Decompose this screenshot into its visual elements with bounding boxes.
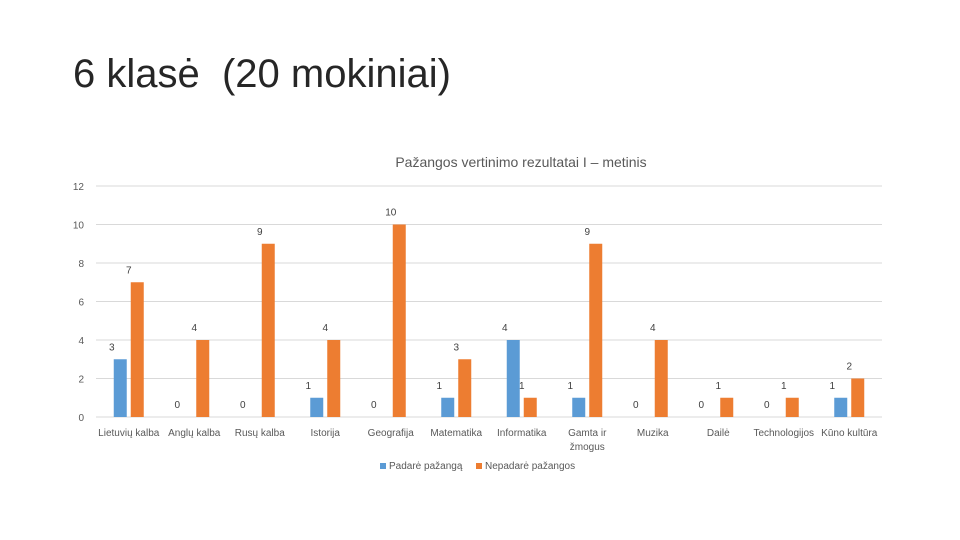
x-tick-label: Istorija [311,428,341,439]
data-label: 0 [240,400,246,411]
data-label: 2 [846,362,852,373]
x-tick-label: Geografija [368,428,415,439]
bar-padare [441,397,455,417]
bar-padare [310,397,324,417]
y-tick-label: 0 [78,413,84,424]
data-label: 10 [385,208,397,219]
data-label: 1 [305,381,311,392]
data-label: 9 [584,227,590,238]
bar-padare [572,397,586,417]
data-label: 0 [698,400,704,411]
y-tick-label: 10 [73,221,85,232]
bar-padare [834,397,848,417]
x-tick-label: Muzika [637,428,669,439]
legend-padare-label: Padarė pažangą [389,461,463,472]
x-tick-label: Dailė [707,428,730,439]
x-tick-label: Technologijos [753,428,814,439]
x-tick-label: Lietuvių kalba [98,428,160,439]
y-tick-label: 4 [78,336,84,347]
data-label: 3 [453,342,459,353]
bar-padare [506,340,520,417]
data-label: 1 [519,381,525,392]
data-label: 4 [650,323,656,334]
data-label: 1 [829,381,835,392]
data-label: 1 [781,381,787,392]
data-label: 1 [436,381,442,392]
data-label: 0 [633,400,639,411]
bar-nepadare [327,340,341,417]
x-tick-label: Informatika [497,428,547,439]
bar-nepadare [458,359,472,417]
legend-padare-swatch [380,463,386,469]
y-tick-label: 12 [73,182,85,193]
y-tick-label: 2 [78,375,84,386]
bar-nepadare [196,340,210,417]
data-label: 3 [109,342,115,353]
data-label: 0 [764,400,770,411]
bar-nepadare [785,397,799,417]
data-label: 0 [371,400,377,411]
chart-title: Pažangos vertinimo rezultatai I – metini… [395,154,646,170]
x-tick-label: Matematika [430,428,482,439]
bar-nepadare [392,224,406,417]
legend-nepadare-label: Nepadarė pažangos [485,461,575,472]
y-tick-label: 6 [78,298,84,309]
x-tick-label: Kūno kultūra [821,428,878,439]
legend-nepadare-swatch [476,463,482,469]
data-label: 1 [715,381,721,392]
data-label: 7 [126,265,132,276]
bar-nepadare [720,397,734,417]
x-tick-label: Rusų kalba [235,428,285,439]
bar-padare [113,359,127,417]
x-tick-label: Gamta ir [568,428,607,439]
y-tick-label: 8 [78,259,84,270]
data-label: 0 [174,400,180,411]
data-label: 4 [322,323,328,334]
data-label: 4 [191,323,197,334]
bar-nepadare [261,243,275,417]
bar-nepadare [654,340,668,417]
x-tick-label: žmogus [570,442,605,453]
bar-nepadare [589,243,603,417]
bar-nepadare [523,397,537,417]
data-label: 9 [257,227,263,238]
slide-title: 6 klasė (20 mokiniai) [73,52,451,96]
x-tick-label: Anglų kalba [168,428,221,439]
bar-nepadare [851,378,865,417]
bar-nepadare [130,282,144,417]
data-label: 4 [502,323,508,334]
data-label: 1 [567,381,573,392]
